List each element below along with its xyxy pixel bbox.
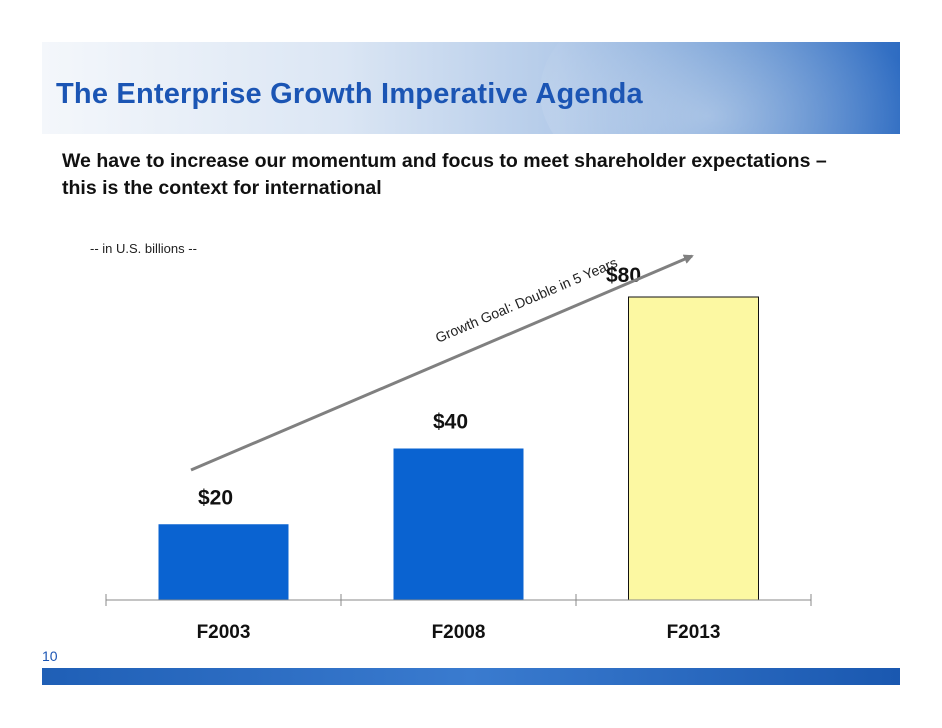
growth-arrow (190, 254, 694, 472)
x-axis (105, 594, 812, 606)
category-label-f2008: F2008 (432, 622, 486, 643)
bars-layer (158, 296, 759, 601)
slide-subtitle: We have to increase our momentum and foc… (62, 150, 827, 199)
bar-f2013 (628, 296, 759, 601)
bar-f2003 (158, 524, 289, 600)
value-label-f2003: $20 (198, 486, 233, 509)
banner-swirl (540, 42, 900, 134)
units-note: -- in U.S. billions -- (90, 241, 197, 256)
footer-bar (42, 668, 900, 685)
bar-f2008 (393, 448, 524, 600)
value-label-f2008: $40 (433, 411, 468, 434)
category-label-f2003: F2003 (197, 622, 251, 643)
title-banner: The Enterprise Growth Imperative Agenda (42, 42, 900, 134)
category-label-f2013: F2013 (667, 622, 721, 643)
page-number: 10 (42, 648, 58, 664)
slide-title: The Enterprise Growth Imperative Agenda (56, 78, 643, 110)
